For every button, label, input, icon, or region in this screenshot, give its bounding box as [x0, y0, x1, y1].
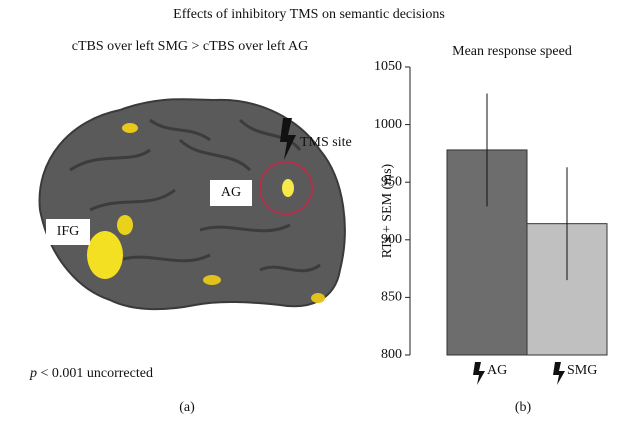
label-box: [210, 180, 252, 206]
tms-label: TMS site: [300, 135, 352, 150]
region-label: AG: [221, 185, 241, 200]
activation: [117, 215, 133, 235]
panel-a-subtitle: cTBS over left SMG > cTBS over left AG: [72, 39, 309, 54]
y-tick-label: 800: [381, 347, 402, 362]
y-axis-label: RTs + SEM (ms): [380, 163, 395, 258]
tms-icon: [473, 362, 485, 385]
x-tick-label: SMG: [567, 363, 597, 378]
y-tick-label: 1000: [374, 117, 402, 132]
note-text: < 0.001 uncorrected: [41, 366, 153, 381]
label-box: [46, 219, 90, 245]
panel-caption: (b): [515, 400, 532, 415]
figure-title: Effects of inhibitory TMS on semantic de…: [173, 7, 445, 22]
tms-bolt: [280, 118, 296, 160]
note-symbol: p: [29, 366, 37, 381]
activation: [203, 275, 221, 285]
tms-icon: [553, 362, 565, 385]
y-tick-label: 950: [381, 174, 402, 189]
y-tick-label: 1050: [374, 59, 402, 74]
y-tick-label: 900: [381, 232, 402, 247]
brain-sulci: [69, 118, 321, 273]
panel-caption: (a): [179, 400, 195, 415]
tms-circle: [259, 161, 313, 215]
activation: [87, 231, 123, 279]
y-tick-label: 850: [381, 290, 402, 305]
region-label: IFG: [57, 224, 80, 239]
activation: [282, 179, 294, 197]
activation: [122, 123, 138, 133]
x-tick-label: AG: [487, 363, 507, 378]
brain-image: [38, 98, 346, 311]
activation: [311, 293, 325, 303]
threshold-note: p < 0.001 uncorrected: [29, 366, 153, 381]
chart-title: Mean response speed: [452, 44, 572, 59]
